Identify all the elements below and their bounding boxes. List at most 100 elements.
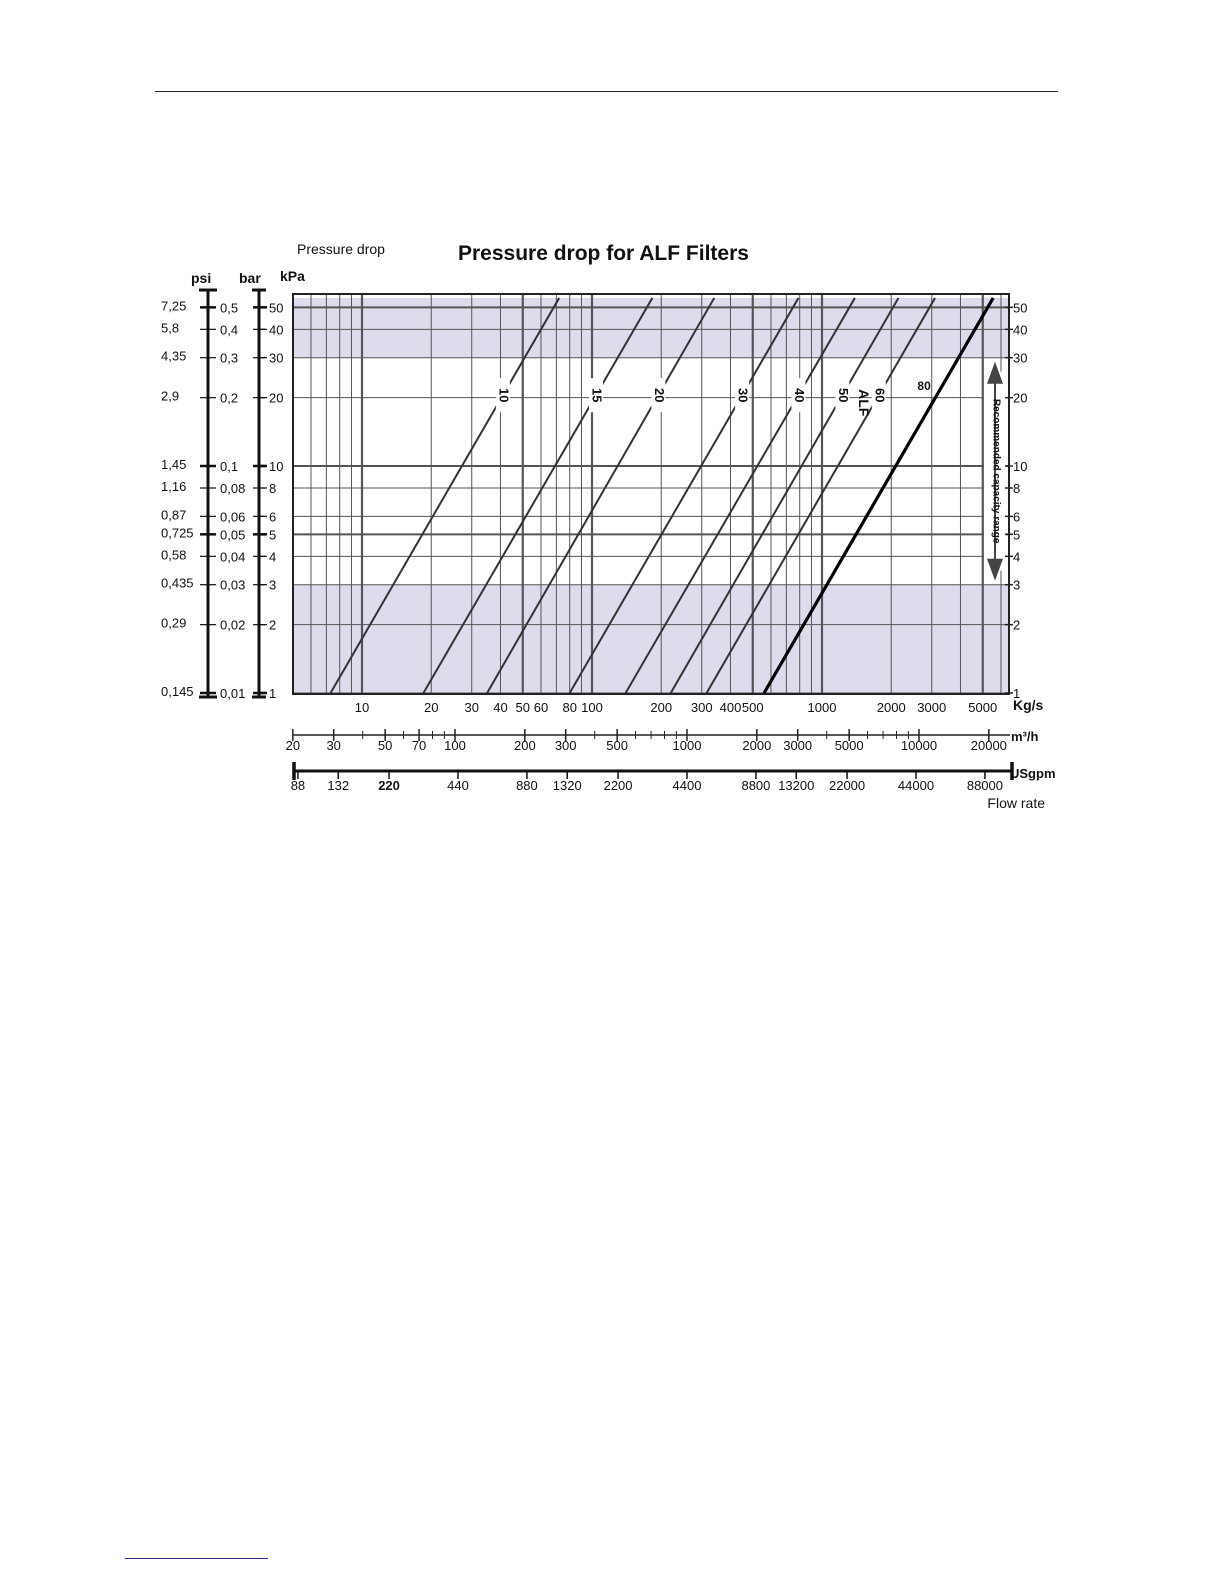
series-label-bg-30 (735, 378, 750, 413)
capacity-band-1 (293, 584, 1009, 693)
kgs-label-300: 300 (691, 700, 713, 715)
plot-frame (292, 293, 1010, 695)
kpa-label-2: 2 (269, 618, 276, 633)
kpa-label-50: 50 (269, 300, 283, 315)
usgpm-label-8800: 8800 (741, 778, 770, 793)
bar-label-0,03: 0,03 (220, 578, 245, 593)
bar-label-0,3: 0,3 (220, 351, 238, 366)
m3h-label-10000: 10000 (901, 738, 937, 753)
pressure-drop-label: Pressure drop (297, 241, 385, 257)
kpa-label-8: 8 (269, 481, 276, 496)
axes-layer: Recommended capacity range 50 40 30 20 10 8 6 5 4… (199, 288, 1027, 780)
header-rule (155, 91, 1058, 92)
series-label-bg-15 (588, 378, 603, 413)
band-layer (293, 294, 1009, 694)
bar-label-0,08: 0,08 (220, 481, 245, 496)
kpa-label-3: 3 (269, 578, 276, 593)
m3h-label-2000: 2000 (742, 738, 771, 753)
kpa-label-20: 20 (269, 391, 283, 406)
bar-label-0,02: 0,02 (220, 618, 245, 633)
usgpm-label-88000: 88000 (967, 778, 1003, 793)
series-label-bg-50 (835, 378, 850, 413)
m3h-unit: m³/h (1011, 729, 1039, 744)
usgpm-label-4400: 4400 (673, 778, 702, 793)
right-label-6: 6 (1013, 509, 1020, 524)
m3h-label-3000: 3000 (783, 738, 812, 753)
kpa-label-6: 6 (269, 509, 276, 524)
m3h-label-100: 100 (444, 738, 466, 753)
kgs-label-5000: 5000 (968, 700, 997, 715)
usgpm-label-13200: 13200 (778, 778, 814, 793)
usgpm-label-220: 220 (378, 778, 400, 793)
series-line-30 (568, 297, 800, 694)
range-arrow-up-icon (987, 361, 1003, 384)
kgs-label-30: 30 (465, 700, 479, 715)
psi-label-1,45: 1,45 (161, 457, 186, 472)
kpa-label-40: 40 (269, 322, 283, 337)
series-label-20: 20 (652, 388, 667, 402)
m3h-label-20: 20 (286, 738, 300, 753)
m3h-label-300: 300 (555, 738, 577, 753)
kgs-label-2000: 2000 (877, 700, 906, 715)
bar-label-0,1: 0,1 (220, 459, 238, 474)
series-label-60: 60 (872, 388, 887, 402)
psi-label-0,145: 0,145 (161, 684, 194, 699)
kgs-label-400: 400 (720, 700, 742, 715)
usgpm-label-440: 440 (447, 778, 469, 793)
psi-label-4,35: 4,35 (161, 349, 186, 364)
series-label-30: 30 (736, 388, 751, 402)
kpa-label-5: 5 (269, 527, 276, 542)
kgs-label-200: 200 (650, 700, 672, 715)
series-line-60 (705, 297, 936, 694)
usgpm-unit: USgpm (1010, 766, 1056, 781)
kgs-label-500: 500 (742, 700, 764, 715)
chart-title: Pressure drop for ALF Filters (458, 242, 749, 265)
right-label-20: 20 (1013, 391, 1027, 406)
grid-layer (292, 293, 1010, 695)
m3h-label-200: 200 (514, 738, 536, 753)
usgpm-label-1320: 1320 (553, 778, 582, 793)
usgpm-label-88: 88 (291, 778, 305, 793)
series-prefix-label: ALF (856, 389, 872, 417)
range-text: Recommended capacity range (990, 399, 1001, 544)
series-line-80 (762, 297, 995, 694)
series-line-20 (486, 297, 716, 694)
bar-label-0,5: 0,5 (220, 300, 238, 315)
series-line-15 (422, 297, 654, 694)
right-label-40: 40 (1013, 322, 1027, 337)
usgpm-label-22000: 22000 (829, 778, 865, 793)
series-label-bg-40 (791, 378, 806, 413)
series-line-10 (329, 297, 561, 694)
series-label-bg-60 (871, 378, 886, 413)
right-label-1: 1 (1013, 686, 1020, 701)
footnote-rule (125, 1558, 268, 1559)
series-label-80: 80 (917, 379, 931, 393)
series-label-bg-20 (651, 378, 666, 413)
psi-label-2,9: 2,9 (161, 389, 179, 404)
m3h-label-50: 50 (378, 738, 392, 753)
right-label-50: 50 (1013, 300, 1027, 315)
kpa-label-1: 1 (269, 686, 276, 701)
psi-label-7,25: 7,25 (161, 298, 186, 313)
kgs-label-20: 20 (424, 700, 438, 715)
series-label-15: 15 (590, 388, 605, 402)
psi-label-5,8: 5,8 (161, 320, 179, 335)
kgs-label-100: 100 (581, 700, 603, 715)
m3h-label-500: 500 (606, 738, 628, 753)
psi-label-0,58: 0,58 (161, 547, 186, 562)
usgpm-label-132: 132 (327, 778, 349, 793)
right-label-30: 30 (1013, 351, 1027, 366)
text-layer: psi bar kPa Pressure drop Pressure drop for … (161, 241, 1056, 811)
bar-label-0,04: 0,04 (220, 549, 245, 564)
kgs-label-1000: 1000 (808, 700, 837, 715)
series-label-10: 10 (496, 388, 511, 402)
series-layer: 10 15 20 30 40 50 60 80 ALF (329, 297, 995, 694)
kgs-label-60: 60 (534, 700, 548, 715)
right-label-2: 2 (1013, 618, 1020, 633)
kpa-label-30: 30 (269, 351, 283, 366)
kpa-label-10: 10 (269, 459, 283, 474)
kgs-label-10: 10 (355, 700, 369, 715)
bar-label-0,06: 0,06 (220, 509, 245, 524)
series-line-40 (624, 297, 856, 694)
